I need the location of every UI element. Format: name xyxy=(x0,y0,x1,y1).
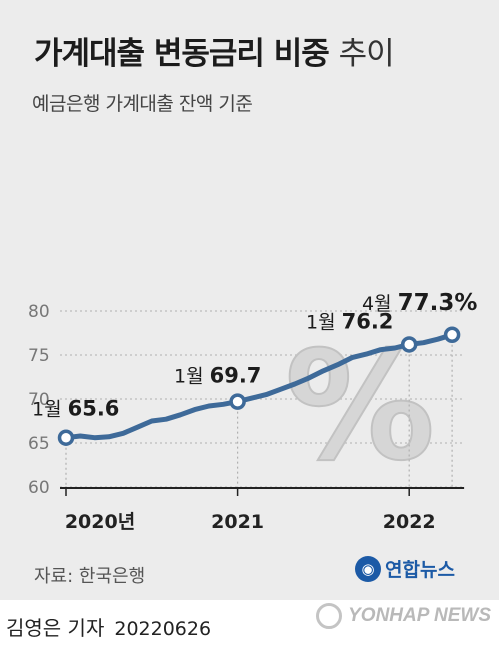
title-suffix: 추이 xyxy=(338,36,395,72)
globe-icon xyxy=(316,603,343,629)
yonhap-logo: ◉ 연합뉴스 xyxy=(355,555,455,582)
yonhap-watermark: YONHAP NEWS xyxy=(316,603,491,629)
chart-title: 가계대출 변동금리 비중 추이 xyxy=(34,28,395,73)
y-tick-label: 75 xyxy=(28,346,50,366)
data-label-month: 1월 xyxy=(174,366,210,388)
chart-panel xyxy=(0,0,499,600)
data-label-value: 76.2 xyxy=(342,309,394,333)
data-label: 1월 69.7 xyxy=(174,364,261,388)
x-tick-label: 2022 xyxy=(383,511,436,533)
y-tick-label: 80 xyxy=(28,302,50,322)
data-point-marker xyxy=(400,336,418,353)
y-tick-label: 70 xyxy=(28,390,50,410)
data-label-month: 1월 xyxy=(32,399,68,421)
publish-date: 20220626 xyxy=(114,618,212,640)
data-label: 4월 77.3% xyxy=(362,290,477,316)
series-line xyxy=(63,332,455,441)
y-tick-label: 60 xyxy=(28,478,50,498)
yonhap-logo-icon: ◉ xyxy=(355,555,381,582)
x-tick-label: 2021 xyxy=(211,511,264,533)
byline: 김영은 기자 20220626 xyxy=(6,612,211,641)
data-label-value: 65.6 xyxy=(68,397,120,421)
data-label: 1월 65.6 xyxy=(32,397,119,421)
data-point-marker xyxy=(229,393,246,410)
x-tick-label: 2020년 xyxy=(65,511,135,533)
watermark-text: YONHAP NEWS xyxy=(348,605,491,626)
title-main: 가계대출 변동금리 비중 xyxy=(34,36,330,72)
data-label-value: 77.3% xyxy=(398,290,478,316)
data-label-month: 1월 xyxy=(306,311,342,333)
y-tick-label: 65 xyxy=(28,434,50,454)
chart-subtitle: 예금은행 가계대출 잔액 기준 xyxy=(32,93,253,115)
data-label-month: 4월 xyxy=(362,293,398,315)
source-note: 자료: 한국은행 xyxy=(34,566,146,587)
footer-bar xyxy=(0,600,499,645)
data-label: 1월 76.2 xyxy=(306,309,393,333)
data-point-marker xyxy=(57,429,75,446)
reporter-name: 김영은 기자 xyxy=(6,616,105,640)
data-point-marker xyxy=(443,326,461,344)
yonhap-logo-text: 연합뉴스 xyxy=(385,559,455,581)
data-label-value: 69.7 xyxy=(210,364,262,388)
